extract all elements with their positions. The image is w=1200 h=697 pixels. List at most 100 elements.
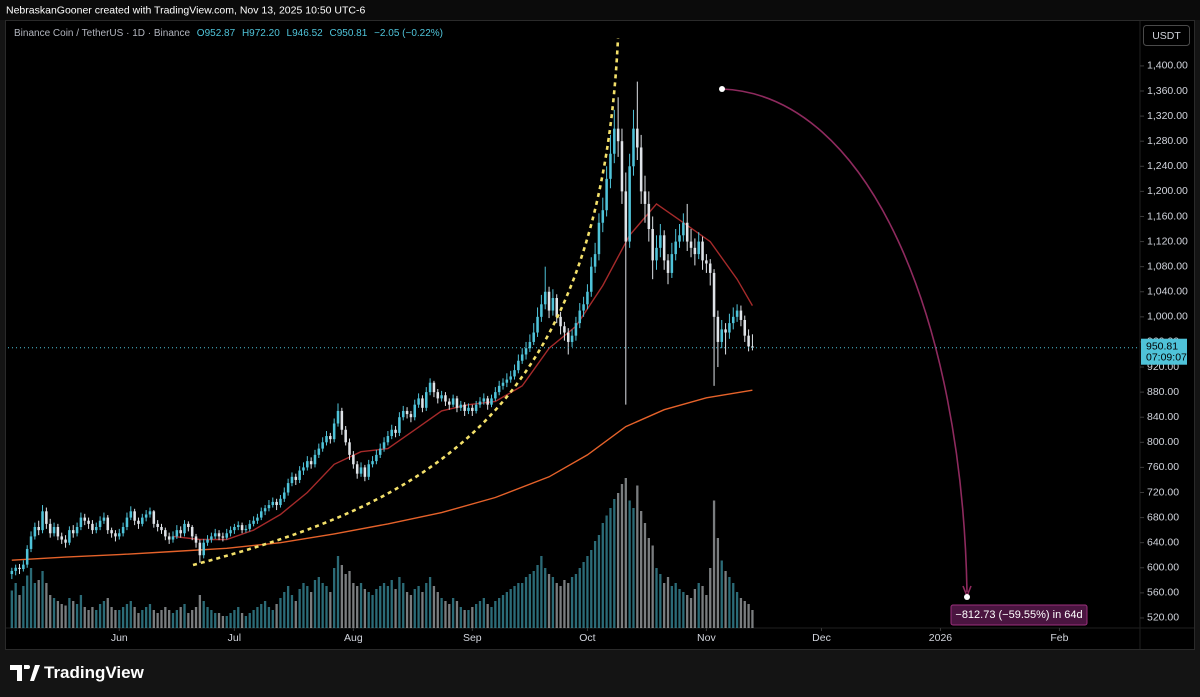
- candle-body: [689, 241, 693, 248]
- volume-bar: [240, 613, 244, 628]
- volume-bar: [33, 583, 37, 628]
- volume-bar: [248, 613, 251, 628]
- candle-body: [317, 448, 321, 455]
- candle-body: [302, 467, 305, 471]
- candle-body: [505, 379, 509, 383]
- candle-body: [259, 511, 263, 518]
- candle-body: [221, 536, 225, 538]
- volume-bar: [233, 610, 236, 628]
- candle-body: [352, 454, 355, 465]
- candle-body: [217, 533, 221, 537]
- volume-bar: [321, 583, 324, 628]
- volume-bar: [678, 589, 681, 628]
- volume-bar: [217, 613, 221, 628]
- candle-body: [160, 527, 163, 531]
- currency-button[interactable]: [1143, 25, 1190, 46]
- volume-bar: [536, 565, 539, 628]
- volume-bar: [390, 580, 393, 628]
- candle-body: [22, 564, 25, 570]
- y-tick-label: 1,200.00: [1147, 185, 1188, 197]
- y-tick-label: 640.00: [1147, 536, 1179, 548]
- volume-layer: [10, 478, 754, 628]
- volume-bar: [83, 607, 86, 628]
- candle-body: [87, 520, 90, 524]
- candle-body: [236, 525, 240, 527]
- candle-body: [655, 247, 658, 261]
- legend-close: C950.81: [329, 28, 367, 39]
- x-tick-label: Oct: [579, 632, 595, 644]
- volume-bar: [118, 610, 121, 628]
- candle-body: [363, 467, 367, 477]
- volume-bar: [597, 535, 601, 628]
- volume-bar: [743, 601, 746, 628]
- candle-body: [566, 332, 570, 342]
- volume-bar: [747, 604, 750, 628]
- volume-bar: [547, 574, 551, 628]
- volume-bar: [110, 607, 113, 628]
- volume-bar: [225, 616, 228, 628]
- volume-bar: [206, 607, 209, 628]
- volume-bar: [478, 601, 482, 628]
- volume-bar: [425, 583, 428, 628]
- y-tick-label: 1,320.00: [1147, 110, 1188, 122]
- volume-bar: [290, 595, 294, 628]
- candle-body: [628, 166, 631, 242]
- volume-bar: [306, 586, 309, 628]
- candle-body: [313, 454, 317, 465]
- volume-bar: [666, 577, 670, 628]
- volume-bar: [367, 592, 370, 628]
- candle-body: [482, 398, 486, 402]
- y-tick-label: 1,120.00: [1147, 235, 1188, 247]
- candle-body: [670, 254, 674, 273]
- volume-bar: [513, 586, 516, 628]
- volume-bar: [413, 589, 416, 628]
- candle-body: [133, 511, 136, 521]
- volume-bar: [18, 595, 21, 628]
- countdown: 07:09:07: [1146, 351, 1187, 363]
- candle-body: [106, 517, 110, 531]
- y-tick-label: 1,360.00: [1147, 85, 1188, 97]
- arc-end: [964, 594, 970, 600]
- volume-bar: [739, 598, 743, 628]
- volume-bar: [244, 616, 248, 628]
- y-tick-label: 600.00: [1147, 562, 1179, 574]
- volume-bar: [294, 601, 297, 628]
- candle-body: [574, 323, 578, 336]
- currency-label[interactable]: USDT: [1152, 30, 1181, 42]
- candle-body: [56, 527, 60, 537]
- volume-bar: [382, 583, 386, 628]
- volume-bar: [279, 598, 282, 628]
- candle-body: [486, 398, 489, 405]
- volume-bar: [640, 511, 643, 628]
- volume-bar: [647, 538, 650, 628]
- volume-bar: [75, 604, 79, 628]
- moving-average: [11, 389, 753, 561]
- candle-body: [325, 436, 328, 443]
- volume-bar: [570, 577, 574, 628]
- candle-body: [674, 241, 677, 255]
- candle-body: [171, 536, 175, 540]
- x-tick-label: Aug: [344, 632, 363, 644]
- candle-body: [524, 348, 528, 355]
- candle-body: [286, 483, 290, 493]
- volume-bar: [56, 601, 60, 628]
- candle-body: [494, 392, 497, 399]
- volume-bar: [521, 583, 524, 628]
- y-tick-label: 1,000.00: [1147, 311, 1188, 323]
- candle-body: [409, 414, 413, 418]
- candle-body: [712, 272, 716, 317]
- volume-bar: [87, 610, 90, 628]
- candle-body: [98, 520, 102, 527]
- candle-layer: [10, 81, 754, 580]
- volume-bar: [10, 590, 13, 628]
- volume-bar: [348, 571, 351, 628]
- projection-arc: [721, 88, 968, 593]
- candle-body: [164, 530, 167, 537]
- candle-body: [29, 536, 33, 549]
- candle-body: [751, 346, 754, 348]
- volume-bar: [198, 595, 202, 628]
- candle-body: [490, 398, 493, 405]
- candle-body: [543, 291, 547, 305]
- volume-bar: [14, 583, 17, 628]
- volume-bar: [26, 575, 29, 628]
